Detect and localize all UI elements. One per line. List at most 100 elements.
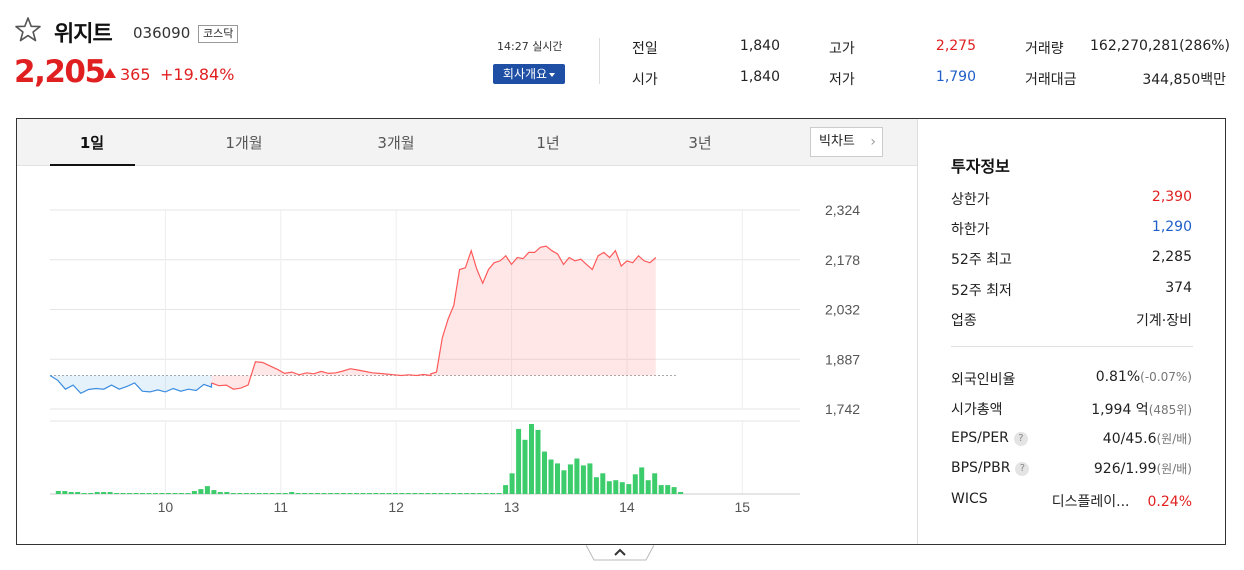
volume-bar <box>451 493 457 494</box>
x-tick-label: 12 <box>388 499 404 515</box>
info-label-text: EPS/PER <box>951 430 1009 446</box>
collapse-chart-button[interactable] <box>586 545 654 561</box>
volume-bar <box>289 492 295 494</box>
volume-bar <box>561 470 567 494</box>
volume-bar <box>613 480 619 494</box>
volume-bar <box>140 493 145 494</box>
tab-1day[interactable]: 1일 <box>79 134 105 152</box>
volume-bar <box>166 493 171 494</box>
volume-bar <box>328 493 334 494</box>
volume-bar <box>146 493 152 494</box>
info-value-sub: (485위) <box>1148 403 1192 417</box>
volume-bar <box>347 493 353 494</box>
volume-bar <box>94 492 100 494</box>
open-value: 1,840 <box>739 69 780 85</box>
chart-panel <box>16 118 1226 545</box>
volume-bar <box>399 493 405 494</box>
volume-bar <box>529 424 534 494</box>
x-tick-label: 11 <box>273 499 288 515</box>
volume-bar <box>88 493 94 494</box>
tab-3year[interactable]: 3년 <box>688 134 712 152</box>
info-label: WICS <box>951 491 988 507</box>
info-value-text: 926/1.99 <box>1093 461 1157 477</box>
info-label-text: 시가총액 <box>951 402 1003 418</box>
volume-bar <box>555 463 560 494</box>
price-chart: 2,324 2,178 2,032 1,887 1,742 10 11 12 13 14 15 <box>49 202 860 515</box>
change-amount: 365 <box>120 65 151 84</box>
volume-bar <box>133 493 139 494</box>
volume-bar <box>217 492 223 494</box>
company-overview-button[interactable]: 회사개요 <box>493 64 565 84</box>
volume-bar <box>302 493 308 494</box>
info-label: EPS/PER? <box>951 430 1028 446</box>
info-value-sub: (원/배) <box>1156 432 1193 446</box>
y-tick-label: 2,324 <box>825 202 860 218</box>
volume-bar <box>431 493 437 494</box>
volume-bar <box>68 492 74 494</box>
volume-bar <box>191 491 197 494</box>
volume-bar <box>496 493 502 494</box>
volume-bar <box>671 487 677 494</box>
info-label: 52주 최고 <box>951 252 1012 268</box>
change-percent: +19.84% <box>160 65 235 84</box>
volume-bar <box>542 451 547 494</box>
volume-bar <box>535 429 541 494</box>
volume-bar <box>153 493 158 494</box>
stock-name: 위지트 <box>54 22 113 47</box>
prev-close-value: 1,840 <box>739 38 780 54</box>
volume-value: 162,270,281(286%) <box>1090 38 1231 54</box>
up-arrow-icon <box>104 68 116 78</box>
caret-down-icon <box>549 72 556 77</box>
company-overview-label: 회사개요 <box>502 67 548 81</box>
volume-bar <box>548 459 554 494</box>
trade-value-label: 거래대금 <box>1025 72 1077 88</box>
tab-1month[interactable]: 1개월 <box>225 134 263 152</box>
volume-bar <box>230 493 236 494</box>
volume-bar <box>308 493 314 494</box>
volume-bar <box>211 490 217 494</box>
volume-bar <box>626 484 632 494</box>
favorite-star-icon[interactable] <box>14 16 42 44</box>
info-value: 디스플레이... 0.24% <box>1052 491 1192 511</box>
info-label-text: BPS/PBR <box>951 460 1011 476</box>
current-price: 2,205 <box>14 54 106 90</box>
volume-label: 거래량 <box>1025 41 1064 57</box>
big-chart-button[interactable]: 빅차트 › <box>810 127 883 157</box>
volume-bar <box>379 493 385 494</box>
info-value-sub: (-0.07%) <box>1140 370 1192 384</box>
help-icon[interactable]: ? <box>1015 462 1030 476</box>
volume-bar <box>665 485 671 494</box>
realtime-label: 14:27 실시간 <box>497 40 563 53</box>
info-label-text: 외국인비율 <box>951 372 1016 388</box>
tab-1year[interactable]: 1년 <box>536 134 560 152</box>
info-value-sub: (원/배) <box>1156 462 1193 476</box>
prev-close-label: 전일 <box>632 41 658 57</box>
info-value-text: 디스플레이... <box>1051 494 1130 510</box>
low-value: 1,790 <box>935 69 976 85</box>
info-value: 926/1.99(원/배) <box>1094 460 1192 477</box>
x-tick-label: 10 <box>158 499 174 515</box>
tab-3month[interactable]: 3개월 <box>377 134 415 152</box>
volume-bar <box>567 464 573 494</box>
volume-bar <box>516 428 522 494</box>
volume-bar <box>315 493 321 494</box>
volume-bar <box>263 493 269 494</box>
volume-bar <box>587 463 593 494</box>
info-value: 374 <box>1165 280 1192 296</box>
volume-bar <box>360 493 366 494</box>
volume-bar <box>678 492 684 494</box>
volume-bar <box>632 474 638 494</box>
volume-bar <box>75 492 81 494</box>
volume-bar <box>55 491 61 494</box>
volume-bar <box>256 493 262 494</box>
volume-bar <box>204 486 210 494</box>
help-icon[interactable]: ? <box>1013 432 1028 446</box>
info-value: 1,994 억(485위) <box>1091 399 1192 419</box>
info-value: 1,290 <box>1151 219 1192 235</box>
volume-bar <box>62 491 68 494</box>
volume-bar <box>405 493 411 494</box>
info-label-text: WICS <box>951 491 988 507</box>
volume-bar <box>477 493 483 494</box>
volume-bar <box>120 493 126 494</box>
volume-bar <box>334 493 340 494</box>
